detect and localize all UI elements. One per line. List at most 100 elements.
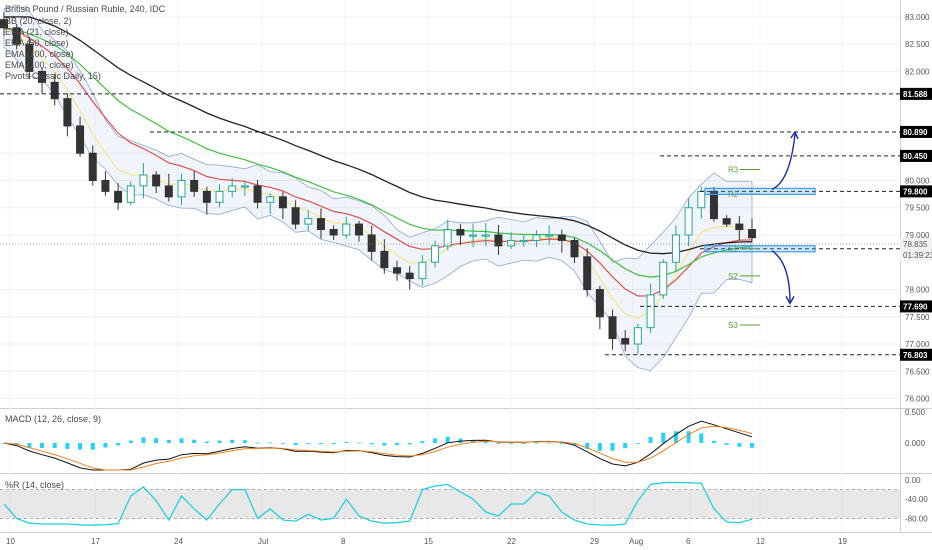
wr-tick-label: 0.00 <box>905 476 921 485</box>
horizontal-levels[interactable] <box>0 93 900 356</box>
macd-histogram-bar <box>356 442 361 444</box>
indicator-label-ema100[interactable]: EMA (100, close) <box>5 49 74 59</box>
time-tick-label: 17 <box>91 537 100 546</box>
time-tick-label: 24 <box>174 537 183 546</box>
candle-body <box>177 179 186 198</box>
macd-indicator: 0.500 0.000 <box>2 408 926 471</box>
price-tick-label: 82.500 <box>905 40 930 49</box>
candle-body <box>354 223 363 236</box>
level-price-label: 81.588 <box>903 90 928 99</box>
indicator-label-pivots[interactable]: Pivots Classic Daily, 15) <box>5 71 101 81</box>
macd-histogram-bar <box>623 443 628 449</box>
wr-line <box>3 481 753 526</box>
candle-body <box>722 218 731 225</box>
candle-body <box>329 229 338 236</box>
macd-histogram-bar <box>572 443 577 446</box>
macd-histogram-bar <box>648 436 653 443</box>
candle-body <box>469 234 478 237</box>
macd-histogram-bar <box>382 443 387 446</box>
level-price-tag <box>900 87 932 100</box>
indicator-label-ema50[interactable]: EMA (50, close) <box>5 38 69 48</box>
candle-body <box>570 239 579 258</box>
last-price-label: 78.835 <box>903 240 928 249</box>
macd-histogram-bar <box>445 436 450 443</box>
main-pane[interactable] <box>0 0 900 408</box>
candle-body <box>126 185 135 203</box>
macd-histogram-bar <box>420 441 425 443</box>
candle-body <box>164 185 173 198</box>
candle-body <box>443 229 452 247</box>
macd-histogram-bar <box>306 443 311 444</box>
indicator-label-ema21[interactable]: EMA (21, close) <box>5 27 69 37</box>
price-tick-label: 79.500 <box>905 204 930 213</box>
candle-body <box>25 43 34 72</box>
candle-body <box>418 261 427 280</box>
macd-histogram-bar <box>559 443 564 444</box>
price-tags: 81.58880.89080.45079.80078.74777.69076.8… <box>900 87 932 361</box>
candle-body <box>595 289 604 318</box>
candle-body <box>240 185 249 188</box>
macd-histogram-bar <box>534 442 539 444</box>
wr-label[interactable]: %R (14, close) <box>5 480 64 490</box>
macd-pane[interactable] <box>0 409 900 473</box>
down-arrowhead-icon <box>785 296 795 305</box>
pivot-label: R3 <box>728 166 739 175</box>
level-price-tag <box>900 125 932 138</box>
candle-body <box>380 250 389 269</box>
projection-arrows[interactable] <box>771 130 799 305</box>
macd-histogram-bar <box>471 440 476 443</box>
indicator-label-bb[interactable]: BB (20, close, 2) <box>5 16 72 26</box>
up-arrow-path <box>771 133 796 191</box>
countdown-tag <box>900 249 932 261</box>
macd-histogram-bar <box>90 443 95 450</box>
macd-histogram-bar <box>547 442 552 444</box>
candle-body <box>253 185 262 203</box>
macd-histogram-bar <box>318 443 323 445</box>
support-resistance-zones[interactable] <box>704 187 816 253</box>
macd-histogram-bar <box>103 443 108 448</box>
time-tick-label: 12 <box>756 537 765 546</box>
down-arrow-path <box>771 250 791 303</box>
price-tick-label: 77.500 <box>905 313 930 322</box>
macd-label[interactable]: MACD (12, 26, close, 9) <box>5 414 101 424</box>
candle-body <box>709 190 718 220</box>
candle-body <box>316 218 325 231</box>
macd-histogram-bar <box>192 439 197 443</box>
candle-body <box>202 190 211 203</box>
candlesticks <box>0 12 756 355</box>
candle-body <box>608 316 617 340</box>
level-price-label: 76.803 <box>903 351 928 360</box>
candle-body <box>659 261 668 296</box>
candle-body <box>545 234 554 237</box>
price-axis[interactable]: 83.00082.50082.00080.50080.00079.50079.0… <box>905 13 930 404</box>
wr-pane[interactable] <box>0 474 900 532</box>
ema-100-line <box>3 27 753 278</box>
candle-body <box>532 234 541 241</box>
macd-histogram-bar <box>661 432 666 443</box>
macd-histogram-bar <box>509 443 514 444</box>
time-axis[interactable]: 10 17 24 Jul 8 15 22 29 Aug 6 12 19 <box>6 537 847 546</box>
macd-tick-label: 0.000 <box>905 439 926 448</box>
candle-body <box>190 179 199 192</box>
macd-signal-line <box>3 425 753 471</box>
pivot-label: S1 <box>728 245 738 254</box>
macd-histogram-bar <box>280 443 285 444</box>
indicator-label-ema100b[interactable]: EMA (100, close) <box>5 60 74 70</box>
ema-21-line <box>3 27 753 320</box>
macd-line <box>3 420 753 471</box>
macd-histogram-bar <box>268 442 273 444</box>
williams-r-indicator: 0.00 -40.00 -80.00 <box>0 476 928 526</box>
macd-histogram-bar <box>395 443 400 446</box>
macd-histogram-bar <box>230 439 235 443</box>
pivot-label: S3 <box>728 321 738 330</box>
level-price-label: 79.800 <box>903 187 928 196</box>
macd-histogram-bar <box>217 440 222 443</box>
candle-body <box>671 234 680 263</box>
time-tick-label: 29 <box>590 537 599 546</box>
candle-body <box>63 98 72 127</box>
macd-histogram-bar <box>242 440 247 443</box>
candle-body <box>431 245 440 263</box>
candle-body <box>101 179 110 192</box>
macd-histogram-bar <box>128 440 133 443</box>
